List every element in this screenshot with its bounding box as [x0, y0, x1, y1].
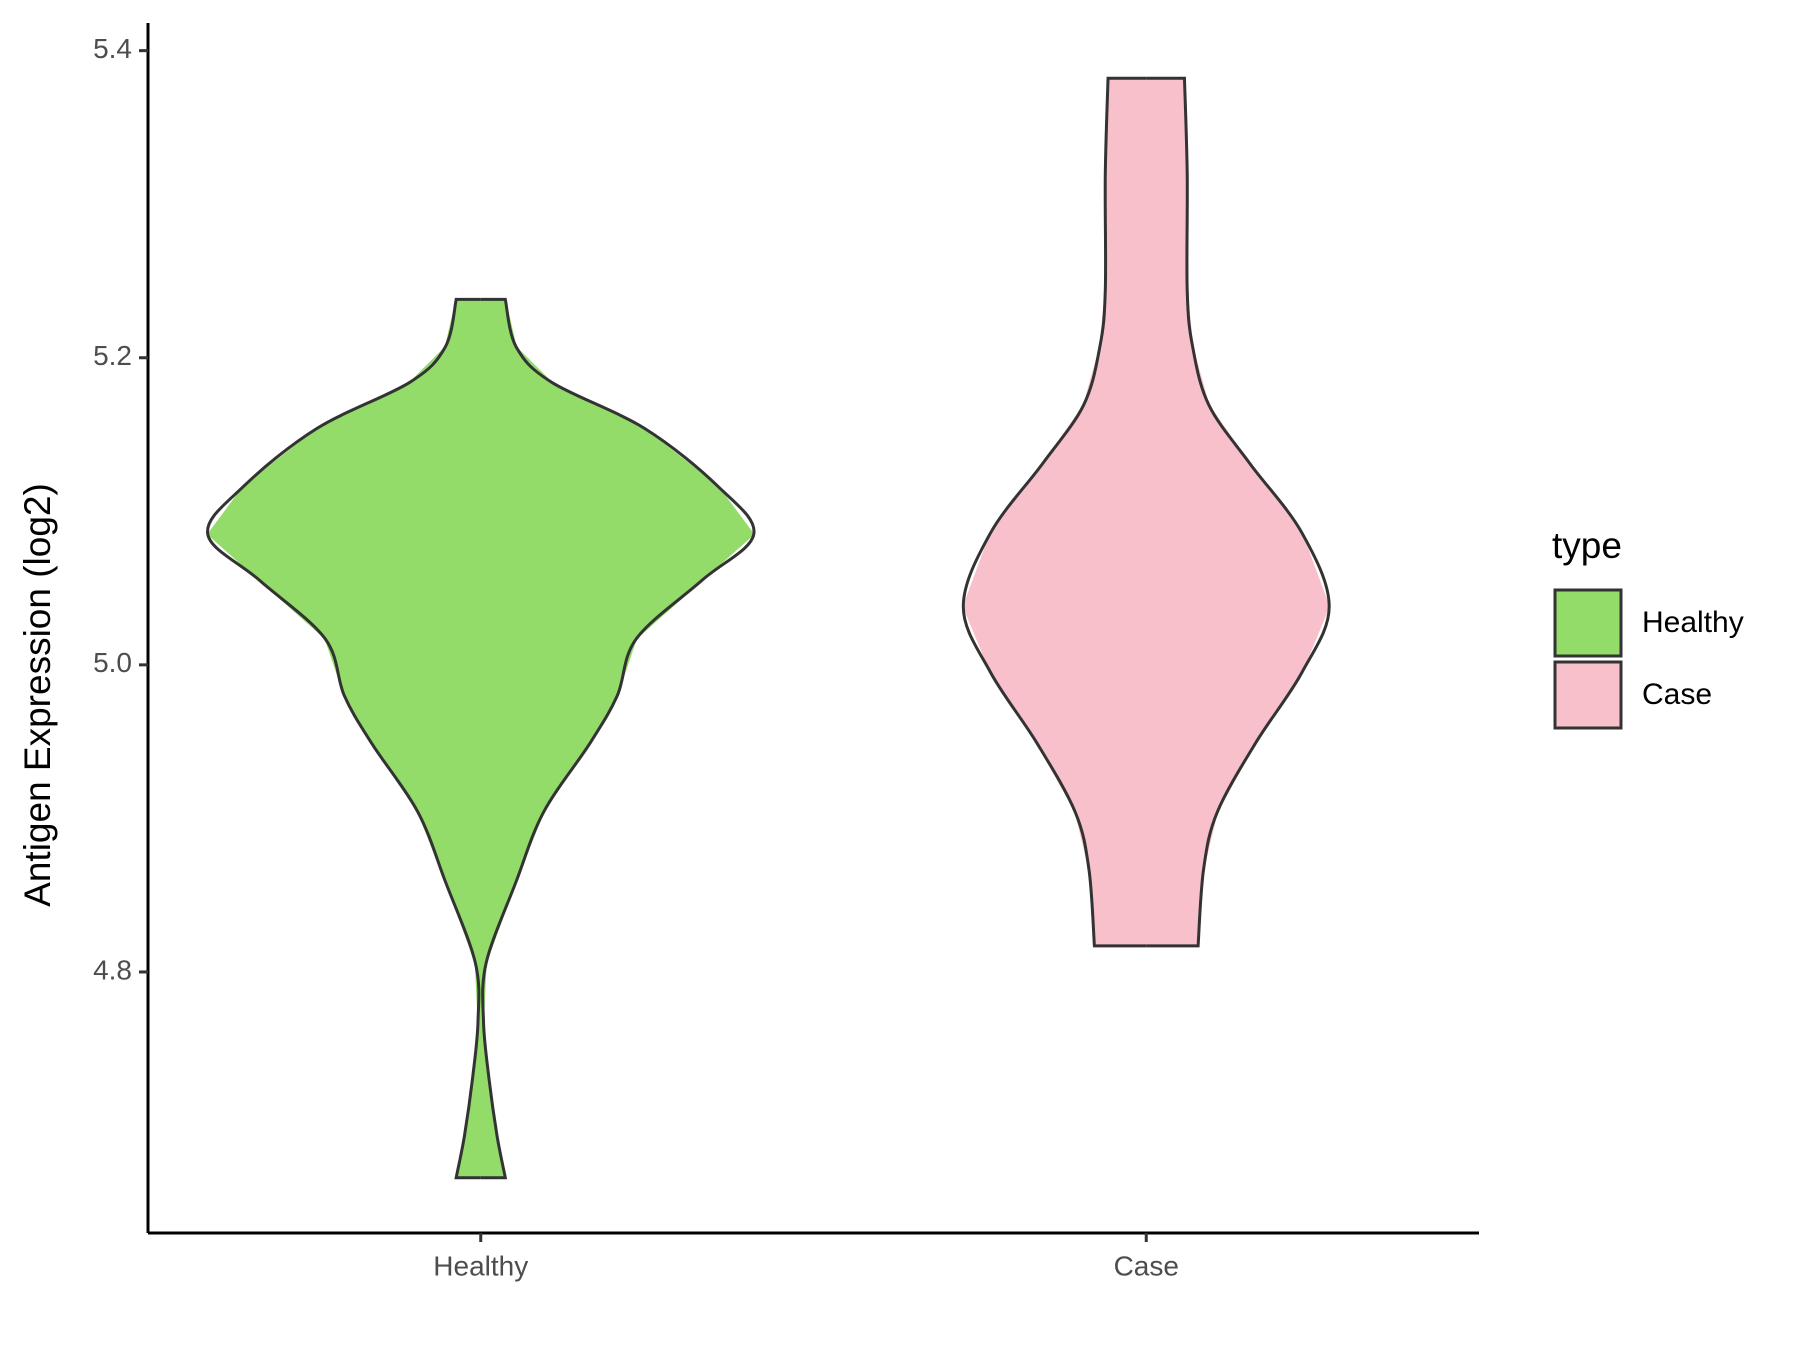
- legend-label: Case: [1642, 678, 1712, 711]
- violin-outline: [480, 297, 756, 1180]
- violin-fill: [480, 298, 755, 1179]
- legend-swatch: [1553, 588, 1623, 658]
- y-tick-label: 5.2: [93, 340, 132, 371]
- violin-fill: [207, 298, 482, 1179]
- violin-fill: [1145, 77, 1330, 947]
- x-tick-label: Healthy: [433, 1250, 528, 1281]
- legend-label: Healthy: [1642, 606, 1744, 639]
- x-tick-label: Case: [1114, 1250, 1179, 1281]
- y-axis-title: Antigen Expression (log2): [17, 483, 58, 907]
- violin-fill: [962, 77, 1147, 947]
- legend-swatch: [1553, 660, 1623, 730]
- violin-outline: [1146, 76, 1331, 948]
- y-tick-label: 5.4: [93, 33, 132, 64]
- violin-outline: [206, 297, 481, 1180]
- y-tick-label: 4.8: [93, 954, 132, 985]
- y-tick-label: 5.0: [93, 647, 132, 678]
- legend-title: type: [1552, 525, 1622, 566]
- violin-outline: [961, 76, 1147, 948]
